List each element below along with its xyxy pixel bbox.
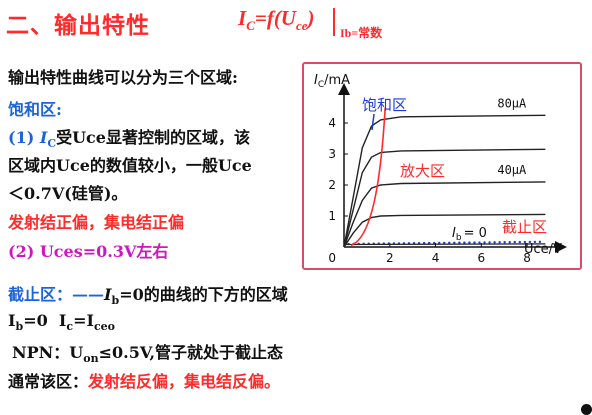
ib-zero-value: = 0 — [464, 226, 487, 241]
sat-line1-rest: 受Uce显著控制的区域，该 — [56, 128, 250, 147]
sat-line1-i: I — [39, 128, 48, 147]
npn-a-sub: on — [83, 352, 99, 366]
region-cutoff-label: 截止区 — [502, 218, 547, 236]
curve-series-2 — [343, 148, 546, 248]
saturation-line-3: ＜0.7V(硅管)。 — [8, 184, 128, 203]
ib-ic-line: Ib=0 Ic=Iceo — [8, 311, 115, 333]
ib-c-sub: ceo — [93, 320, 115, 334]
x-tick-label: 8 — [523, 251, 531, 265]
npn-b: ≤0.5V,管子就处于截止态 — [98, 343, 284, 362]
cutoff-dot — [503, 241, 506, 244]
curve-series-1 — [343, 114, 546, 248]
curve-series-3 — [343, 181, 546, 248]
y-axis-label-unit: /mA — [324, 73, 350, 88]
x-tick-label: 4 — [432, 251, 440, 265]
y-tick-label: 4 — [328, 116, 336, 130]
cutoff-heading: 截止区：——Ib=0的曲线的下方的区域 — [8, 281, 288, 307]
cutoff-ib-sub: b — [111, 294, 120, 308]
cutoff-dot — [498, 241, 501, 244]
cutoff-dot — [488, 241, 491, 244]
formula-ic-sub: C — [246, 18, 255, 34]
origin-label: 0 — [328, 251, 336, 265]
cutoff-dot — [528, 240, 532, 244]
sat-line1-prefix: (1) — [8, 128, 40, 147]
series-label-3: 40μA — [497, 163, 527, 177]
cutoff-dot — [483, 241, 486, 244]
region-amplification-label: 放大区 — [400, 162, 445, 180]
ib-zero-label: Ib = 0 — [452, 226, 487, 243]
cutoff-ib: I — [104, 285, 112, 304]
chart-frame: 2 4 6 8 1 2 3 4 0 IC/mA Uce/V 80μA 40μA 饱和区 放大区 截止区 Ib = … — [302, 62, 582, 270]
cutoff-heading-text: 截止区：—— — [8, 285, 105, 304]
series-label-1: 80μA — [497, 96, 527, 110]
usual-bias: 发射结反偏，集电结反偏。 — [88, 372, 281, 391]
ib-c: =I — [73, 311, 94, 330]
y-tick-label: 1 — [328, 209, 336, 223]
saturation-pointer — [371, 113, 375, 131]
formula-condition: Ib=常数 — [340, 26, 383, 40]
cutoff-dot — [513, 240, 516, 244]
cutoff-dot — [533, 240, 537, 244]
cutoff-dot — [478, 241, 481, 244]
formula-condition-bar — [333, 8, 335, 36]
y-axis-label-i: I — [314, 73, 318, 88]
npn-a: NPN：U — [12, 343, 84, 362]
curve-series-4 — [343, 213, 546, 248]
cutoff-dot — [473, 241, 476, 244]
npn-line: NPN：Uon≤0.5V,管子就处于截止态 — [12, 339, 283, 365]
record-indicator-icon — [581, 404, 592, 415]
formula-close: ) — [307, 6, 315, 30]
cutoff-dot — [453, 241, 456, 244]
x-tick-label: 6 — [478, 251, 486, 265]
cutoff-dot — [508, 240, 511, 244]
saturation-heading: 饱和区: — [8, 100, 62, 119]
region-saturation-label: 饱和区 — [362, 96, 407, 114]
y-axis-label: IC/mA — [314, 73, 350, 90]
formula-mid: =f(U — [254, 6, 296, 30]
y-tick-label: 2 — [328, 178, 336, 192]
cutoff-dot — [443, 241, 446, 245]
x-axis-label: Uce/V — [524, 242, 562, 257]
ib-b: =0 I — [23, 311, 67, 330]
cutoff-dot — [438, 241, 441, 245]
section-title: 二、输出特性 — [6, 13, 150, 39]
cutoff-dot — [523, 240, 527, 244]
boundary-line — [350, 107, 386, 247]
ib-a-sub: b — [15, 320, 24, 334]
usual-prefix: 通常该区： — [8, 372, 89, 391]
cutoff-dot — [463, 241, 466, 244]
cutoff-dot — [432, 241, 436, 245]
y-tick-label: 3 — [328, 147, 336, 161]
ib-b-sub: c — [66, 320, 74, 334]
cutoff-dot — [468, 241, 471, 244]
cutoff-dot — [448, 241, 451, 245]
y-axis-label-sub: C — [318, 80, 324, 90]
formula-ic: I — [238, 6, 247, 30]
curve-ib-zero — [343, 243, 546, 246]
cutoff-dot — [458, 241, 461, 244]
saturation-bias: 发射结正偏，集电结正偏 — [8, 213, 185, 232]
cutoff-dot — [538, 240, 542, 244]
ib-zero-i: I — [452, 226, 456, 241]
ib-zero-sub: b — [456, 233, 462, 243]
chart-axes — [338, 83, 567, 253]
saturation-uces: (2) Uces=0.3V左右 — [8, 242, 169, 261]
formula-uce-sub: ce — [295, 18, 308, 34]
saturation-line-1: (1) IC受Uce显著控制的区域，该 — [8, 124, 250, 150]
usual-line: 通常该区：发射结反偏，集电结反偏。 — [8, 368, 280, 392]
saturation-line-2: 区域内Uce的数值较小，一般Uce — [8, 156, 252, 175]
x-tick-label: 2 — [386, 251, 394, 265]
intro-text: 输出特性曲线可以分为三个区域: — [8, 68, 238, 87]
cutoff-dot — [518, 240, 521, 244]
sat-line1-isub: C — [47, 137, 57, 151]
cutoff-rest: =0的曲线的下方的区域 — [119, 285, 288, 304]
ib-a: I — [8, 311, 16, 330]
cutoff-dot — [493, 241, 496, 244]
chart-curves — [343, 114, 546, 248]
output-formula: IC=f(Uce) — [238, 6, 315, 34]
saturation-boundary — [350, 107, 386, 247]
